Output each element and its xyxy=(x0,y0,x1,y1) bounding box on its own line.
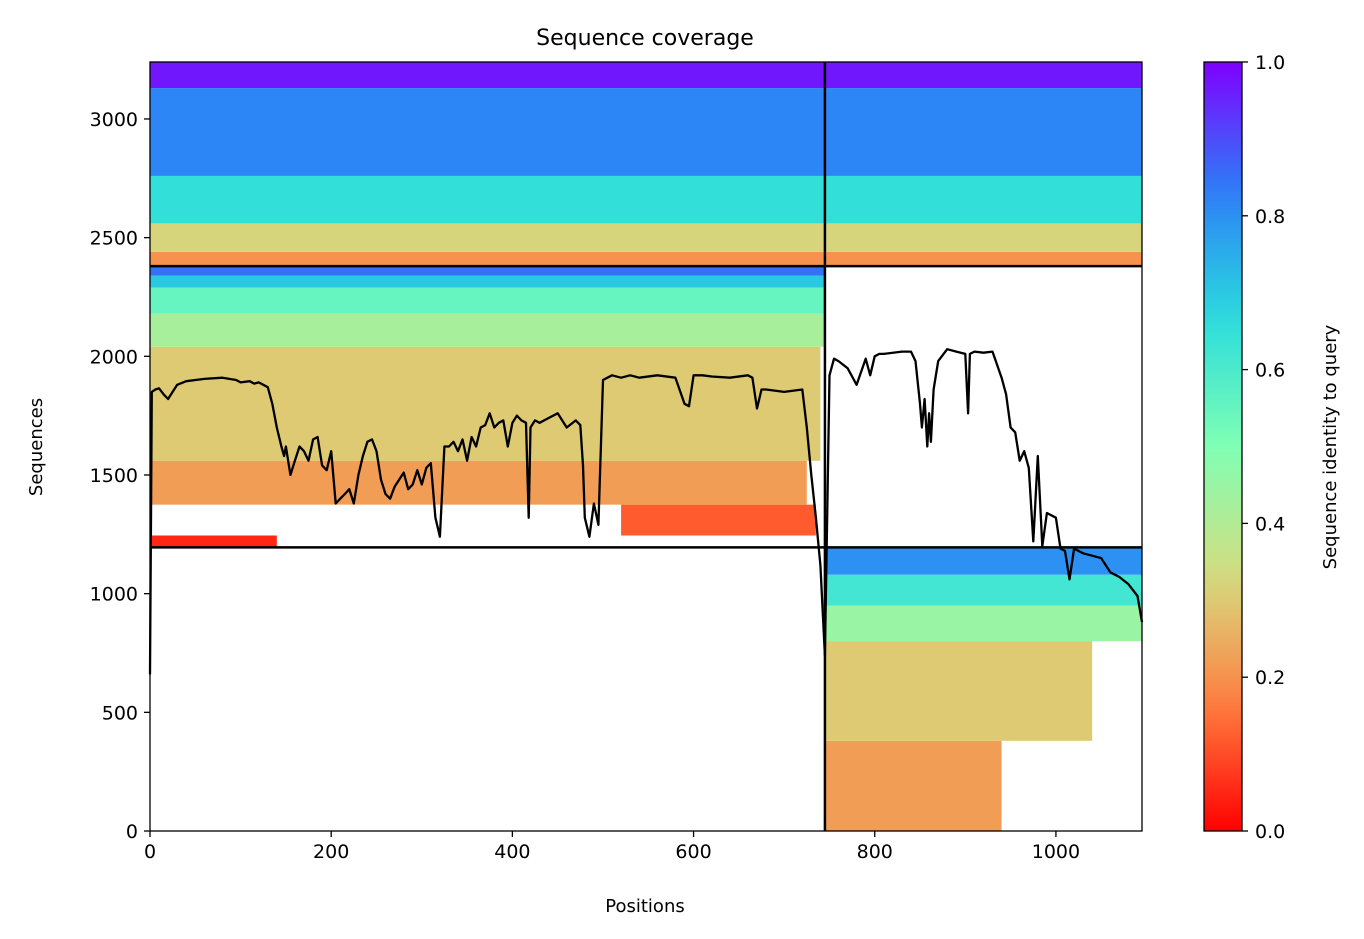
coverage-band xyxy=(824,62,1142,89)
y-tick-label: 2500 xyxy=(90,228,138,250)
coverage-band xyxy=(150,275,825,288)
coverage-band xyxy=(150,223,825,252)
colorbar-tick-label: 0.0 xyxy=(1255,821,1285,843)
coverage-band xyxy=(150,88,825,176)
coverage-band xyxy=(824,251,1142,267)
x-tick-label: 1000 xyxy=(1032,841,1080,863)
coverage-band xyxy=(150,62,825,89)
y-tick-label: 1500 xyxy=(90,465,138,487)
coverage-band xyxy=(824,574,1142,606)
colorbar-tick-label: 0.8 xyxy=(1255,206,1285,228)
y-tick-label: 3000 xyxy=(90,109,138,131)
coverage-band xyxy=(150,460,807,505)
colorbar-tick-label: 0.6 xyxy=(1255,360,1285,382)
plot-area xyxy=(148,61,1144,832)
coverage-band xyxy=(150,251,825,267)
coverage-band xyxy=(824,740,1002,831)
coverage-band xyxy=(621,504,816,536)
y-tick-label: 2000 xyxy=(90,346,138,368)
coverage-band xyxy=(150,266,825,276)
coverage-band xyxy=(150,535,277,548)
coverage-band xyxy=(150,175,825,224)
coverage-band xyxy=(150,287,825,314)
colorbar-tick-label: 1.0 xyxy=(1255,52,1285,74)
y-axis-label: Sequences xyxy=(26,398,47,496)
chart-title: Sequence coverage xyxy=(536,26,754,51)
coverage-band xyxy=(824,605,1142,642)
y-axis: 0 500 1000 1500 2000 2500 3000 xyxy=(90,109,150,843)
x-tick-label: 600 xyxy=(675,841,711,863)
y-tick-label: 0 xyxy=(126,821,138,843)
coverage-band xyxy=(824,175,1142,224)
coverage-band xyxy=(824,547,1142,575)
coverage-band xyxy=(824,641,1093,741)
colorbar: 0.0 0.2 0.4 0.6 0.8 1.0 xyxy=(1203,52,1285,843)
coverage-line xyxy=(148,348,1144,675)
plot-frame xyxy=(149,61,1143,832)
y-tick-label: 1000 xyxy=(90,584,138,606)
x-axis: 0 200 400 600 800 1000 xyxy=(144,831,1080,863)
colorbar-label: Sequence identity to query xyxy=(1320,324,1341,569)
coverage-band xyxy=(150,313,825,347)
colorbar-tick-label: 0.4 xyxy=(1255,513,1285,535)
x-tick-label: 400 xyxy=(494,841,530,863)
colorbar-tick-label: 0.2 xyxy=(1255,667,1285,689)
coverage-band xyxy=(824,88,1142,176)
x-tick-label: 200 xyxy=(313,841,349,863)
coverage-band xyxy=(824,223,1142,252)
x-tick-label: 800 xyxy=(857,841,893,863)
colorbar-gradient xyxy=(1203,61,1243,832)
x-tick-label: 0 xyxy=(144,841,156,863)
coverage-band xyxy=(150,346,821,461)
y-tick-label: 500 xyxy=(102,702,138,724)
x-axis-label: Positions xyxy=(605,896,684,917)
